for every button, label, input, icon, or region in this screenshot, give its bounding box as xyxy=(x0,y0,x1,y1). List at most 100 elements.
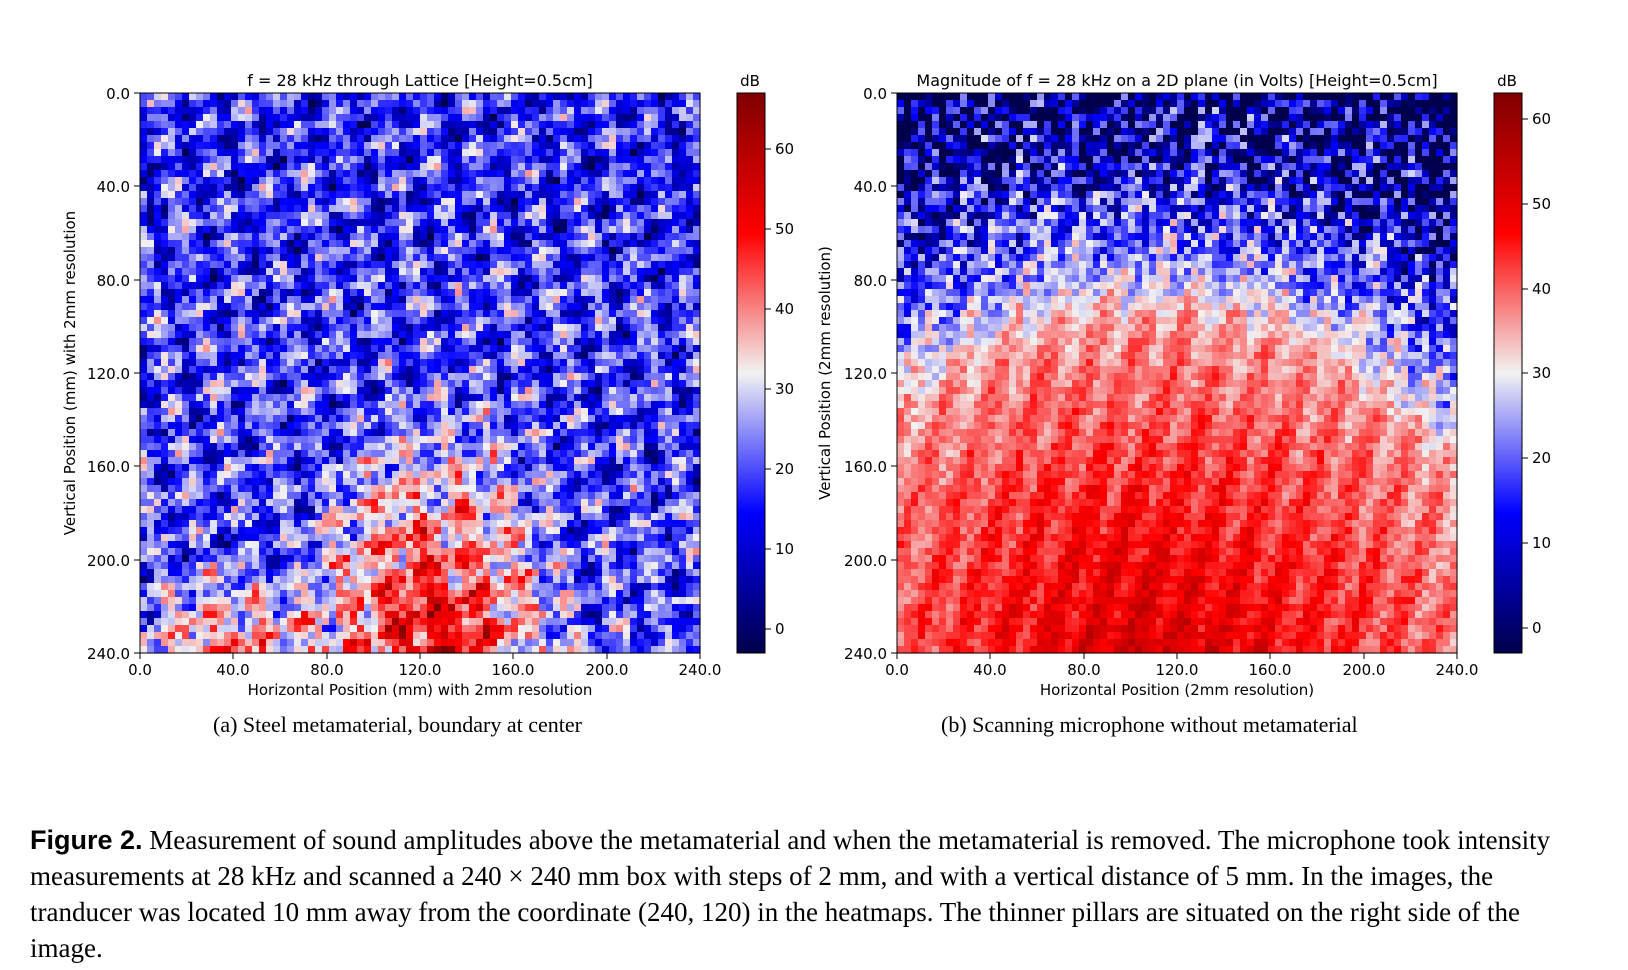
heatmap-cell xyxy=(462,359,470,367)
heatmap-cell xyxy=(231,450,239,458)
heatmap-cell xyxy=(224,331,232,339)
heatmap-cell xyxy=(357,443,365,451)
heatmap-cell xyxy=(441,492,449,500)
heatmap-cell xyxy=(420,135,428,143)
heatmap-cell xyxy=(140,205,148,213)
heatmap-cell xyxy=(196,401,204,409)
heatmap-cell xyxy=(602,219,610,227)
heatmap-cell xyxy=(182,394,190,402)
heatmap-cell xyxy=(336,100,344,108)
heatmap-cell xyxy=(679,485,687,493)
heatmap-cell xyxy=(532,436,540,444)
heatmap-cell xyxy=(672,240,680,248)
heatmap-cell xyxy=(273,289,281,297)
heatmap-cell xyxy=(504,373,512,381)
heatmap-cell xyxy=(637,415,645,423)
heatmap-cell xyxy=(651,478,659,486)
heatmap-cell xyxy=(525,268,533,276)
heatmap-cell xyxy=(602,520,610,528)
heatmap-cell xyxy=(658,156,666,164)
heatmap-cell xyxy=(399,359,407,367)
heatmap-cell xyxy=(399,303,407,311)
heatmap-cell xyxy=(154,205,162,213)
heatmap-cell xyxy=(644,352,652,360)
heatmap-cell xyxy=(364,247,372,255)
heatmap-cell xyxy=(182,296,190,304)
heatmap-cell xyxy=(210,135,218,143)
heatmap-cell xyxy=(483,492,491,500)
heatmap-cell xyxy=(623,177,631,185)
heatmap-cell xyxy=(553,289,561,297)
heatmap-cell xyxy=(301,471,309,479)
heatmap-cell xyxy=(413,443,421,451)
heatmap-cell xyxy=(574,93,582,101)
heatmap-a-cells xyxy=(140,93,701,654)
heatmap-cell xyxy=(336,121,344,129)
heatmap-cell xyxy=(616,373,624,381)
heatmap-cell xyxy=(455,422,463,430)
heatmap-cell xyxy=(623,191,631,199)
heatmap-cell xyxy=(322,457,330,465)
heatmap-cell xyxy=(637,443,645,451)
heatmap-cell xyxy=(266,359,274,367)
heatmap-cell xyxy=(511,485,519,493)
heatmap-cell xyxy=(392,289,400,297)
heatmap-cell xyxy=(658,520,666,528)
heatmap-cell xyxy=(357,422,365,430)
heatmap-cell xyxy=(602,464,610,472)
heatmap-cell xyxy=(329,359,337,367)
heatmap-cell xyxy=(455,303,463,311)
heatmap-cell xyxy=(658,198,666,206)
heatmap-cell xyxy=(350,387,358,395)
heatmap-cell xyxy=(595,100,603,108)
heatmap-cell xyxy=(483,233,491,241)
heatmap-cell xyxy=(693,282,701,290)
heatmap-cell xyxy=(203,415,211,423)
heatmap-cell xyxy=(693,422,701,430)
heatmap-cell xyxy=(483,471,491,479)
heatmap-cell xyxy=(252,121,260,129)
heatmap-cell xyxy=(637,450,645,458)
heatmap-cell xyxy=(322,121,330,129)
heatmap-cell xyxy=(581,415,589,423)
heatmap-cell xyxy=(469,100,477,108)
heatmap-cell xyxy=(252,247,260,255)
heatmap-cell xyxy=(644,205,652,213)
heatmap-cell xyxy=(336,331,344,339)
heatmap-cell xyxy=(336,93,344,101)
heatmap-cell xyxy=(308,289,316,297)
heatmap-cell xyxy=(336,478,344,486)
heatmap-cell xyxy=(553,338,561,346)
heatmap-cell xyxy=(448,198,456,206)
heatmap-cell xyxy=(581,513,589,521)
heatmap-cell xyxy=(497,506,505,514)
heatmap-cell xyxy=(588,93,596,101)
heatmap-cell xyxy=(301,275,309,283)
heatmap-cell xyxy=(497,352,505,360)
heatmap-cell xyxy=(602,296,610,304)
heatmap-cell xyxy=(560,114,568,122)
heatmap-cell xyxy=(140,156,148,164)
heatmap-cell xyxy=(483,401,491,409)
heatmap-cell xyxy=(217,324,225,332)
heatmap-cell xyxy=(203,331,211,339)
heatmap-cell xyxy=(385,156,393,164)
heatmap-cell xyxy=(350,275,358,283)
heatmap-cell xyxy=(231,338,239,346)
heatmap-cell xyxy=(196,324,204,332)
heatmap-cell xyxy=(518,163,526,171)
heatmap-cell xyxy=(301,191,309,199)
heatmap-cell xyxy=(595,457,603,465)
heatmap-cell xyxy=(420,275,428,283)
heatmap-cell xyxy=(329,345,337,353)
heatmap-cell xyxy=(287,506,295,514)
heatmap-cell xyxy=(308,499,316,507)
heatmap-cell xyxy=(693,513,701,521)
heatmap-cell xyxy=(637,401,645,409)
heatmap-cell xyxy=(140,499,148,507)
heatmap-cell xyxy=(511,443,519,451)
heatmap-cell xyxy=(329,282,337,290)
heatmap-cell xyxy=(546,142,554,150)
heatmap-cell xyxy=(637,373,645,381)
heatmap-cell xyxy=(336,485,344,493)
